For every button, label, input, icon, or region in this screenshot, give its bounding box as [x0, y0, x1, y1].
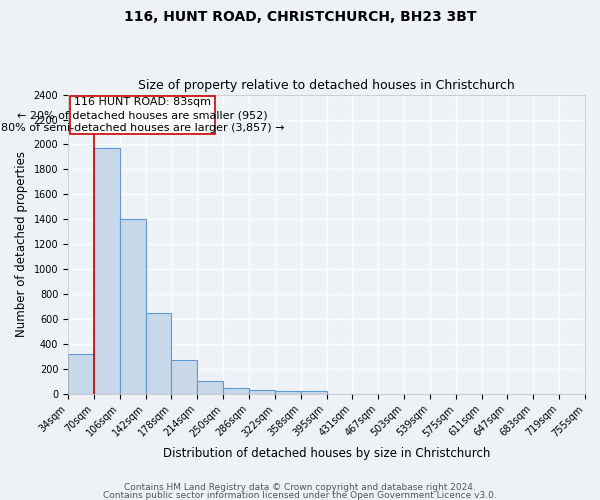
Bar — [68, 354, 94, 394]
Bar — [197, 382, 223, 394]
Text: 116, HUNT ROAD, CHRISTCHURCH, BH23 3BT: 116, HUNT ROAD, CHRISTCHURCH, BH23 3BT — [124, 10, 476, 24]
Bar — [172, 360, 197, 394]
Bar — [275, 391, 301, 394]
Y-axis label: Number of detached properties: Number of detached properties — [15, 151, 28, 337]
Bar — [223, 388, 249, 394]
Bar — [120, 220, 146, 394]
FancyBboxPatch shape — [70, 96, 215, 134]
Text: Contains HM Land Registry data © Crown copyright and database right 2024.: Contains HM Land Registry data © Crown c… — [124, 483, 476, 492]
Text: Contains public sector information licensed under the Open Government Licence v3: Contains public sector information licen… — [103, 490, 497, 500]
X-axis label: Distribution of detached houses by size in Christchurch: Distribution of detached houses by size … — [163, 447, 490, 460]
Title: Size of property relative to detached houses in Christchurch: Size of property relative to detached ho… — [138, 79, 515, 92]
Text: ← 20% of detached houses are smaller (952): ← 20% of detached houses are smaller (95… — [17, 110, 268, 120]
Bar — [301, 392, 326, 394]
Bar — [94, 148, 120, 394]
Text: 116 HUNT ROAD: 83sqm: 116 HUNT ROAD: 83sqm — [74, 97, 211, 107]
Bar — [146, 313, 172, 394]
Text: 80% of semi-detached houses are larger (3,857) →: 80% of semi-detached houses are larger (… — [1, 123, 284, 133]
Bar — [249, 390, 275, 394]
